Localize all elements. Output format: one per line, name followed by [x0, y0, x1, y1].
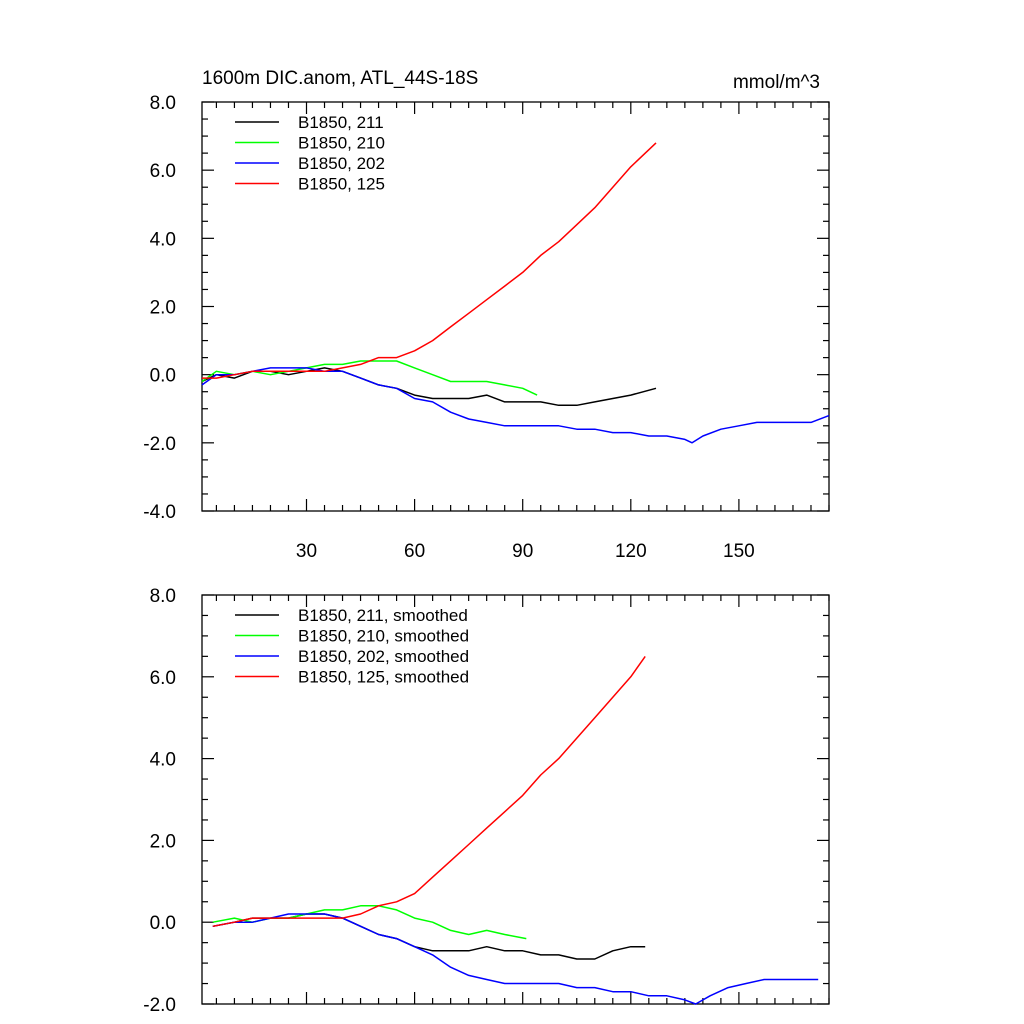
y-tick-label: 2.0: [150, 298, 176, 319]
series-line: [201, 360, 538, 396]
y-tick-label: -2.0: [143, 434, 176, 455]
top-panel: 1600m DIC.anom, ATL_44S-18S mmol/m^3 -4.…: [143, 68, 830, 562]
y-tick-label: 0.0: [150, 366, 176, 387]
y-tick-label: 8.0: [150, 93, 176, 114]
y-tick-label: 4.0: [150, 750, 176, 771]
y-tick-label: 6.0: [150, 668, 176, 689]
legend-label: B1850, 210: [298, 134, 385, 153]
x-axis: 30 60 90 120 150: [215, 102, 830, 562]
series-lines: [201, 142, 830, 444]
legend-label: B1850, 210, smoothed: [298, 627, 469, 646]
y-tick-label: 0.0: [150, 913, 176, 934]
legend-label: B1850, 125, smoothed: [298, 668, 469, 687]
y-tick-label: 2.0: [150, 831, 176, 852]
series-lines: [212, 655, 819, 1005]
y-tick-label: 8.0: [150, 586, 176, 607]
legend-label: B1850, 211: [298, 113, 384, 132]
chart-units: mmol/m^3: [733, 72, 820, 93]
y-axis: -2.0 0.0 2.0 4.0 6.0 8.0: [143, 586, 829, 1016]
x-tick-label: 90: [512, 541, 533, 562]
plot-frame: [201, 594, 830, 1005]
y-axis: -4.0 -2.0 0.0 2.0 4.0 6.0 8.0: [143, 93, 829, 523]
chart-title: 1600m DIC.anom, ATL_44S-18S: [202, 68, 478, 89]
legend-label: B1850, 202, smoothed: [298, 647, 469, 666]
x-tick-label: 60: [404, 541, 425, 562]
x-axis: [215, 595, 830, 1004]
series-line: [201, 367, 830, 444]
bottom-panel: -2.0 0.0 2.0 4.0 6.0 8.0 B1850, 211, smoothed…: [143, 586, 830, 1016]
series-line: [202, 142, 657, 379]
x-tick-label: 120: [615, 541, 647, 562]
legend-label: B1850, 125: [298, 175, 385, 194]
x-tick-label: 30: [296, 541, 317, 562]
y-tick-label: -4.0: [143, 502, 176, 523]
legend: B1850, 211, smoothed B1850, 210, smoothed…: [235, 606, 469, 687]
legend-label: B1850, 202: [298, 154, 385, 173]
y-tick-label: 6.0: [150, 161, 176, 182]
legend-label: B1850, 211, smoothed: [298, 606, 468, 625]
x-tick-label: 150: [723, 541, 755, 562]
series-line: [212, 655, 646, 928]
series-line: [212, 913, 819, 1005]
y-tick-label: -2.0: [143, 995, 176, 1016]
plot-frame: [201, 101, 830, 512]
y-tick-label: 4.0: [150, 229, 176, 250]
